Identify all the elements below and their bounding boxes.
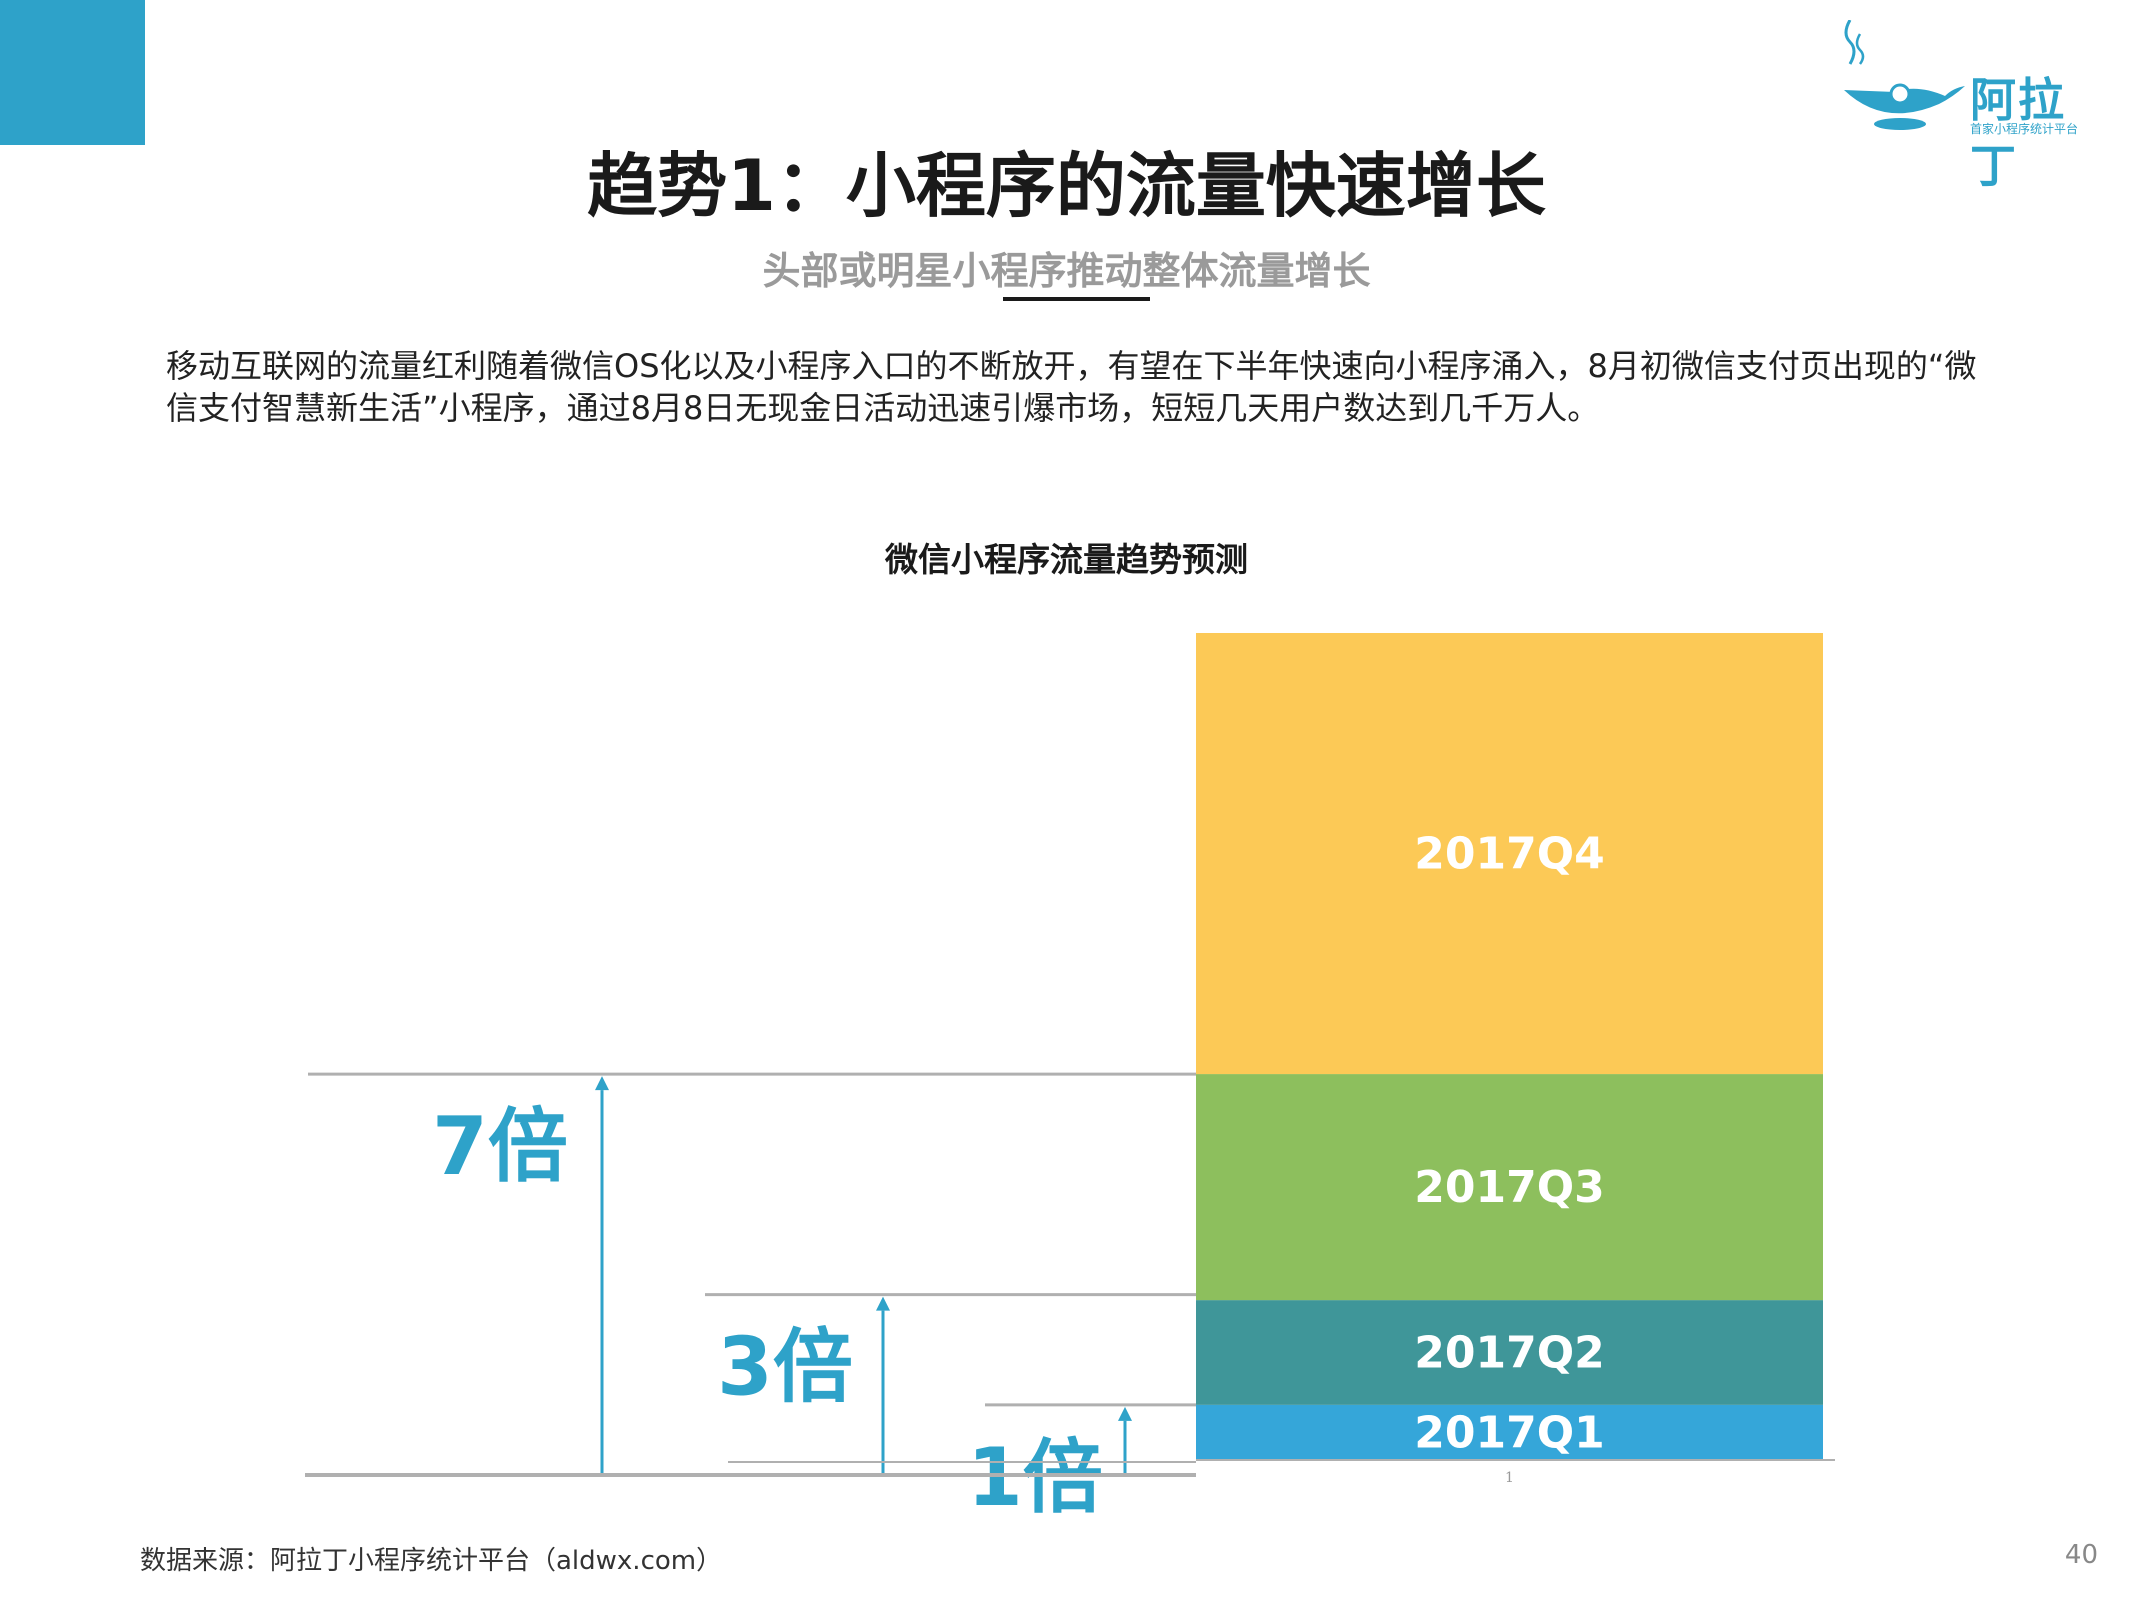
chart-title: 微信小程序流量趋势预测 xyxy=(885,540,1248,579)
logo-name: 阿拉丁 xyxy=(1970,73,2066,193)
bar-segment-2017q1 xyxy=(1196,1404,1823,1460)
subtitle-underline xyxy=(1003,297,1150,301)
multiplier-label-3x: 3倍 xyxy=(717,1321,853,1414)
segment-label-2017q1: 2017Q1 xyxy=(1414,1407,1604,1458)
aladdin-logo: 阿拉丁 首家小程序统计平台 xyxy=(1830,20,2110,193)
corner-accent-block xyxy=(0,0,145,145)
bar-segment-2017q2 xyxy=(1196,1300,1823,1405)
multiplier-label-1x: 1倍 xyxy=(967,1431,1103,1524)
page-title: 趋势1：小程序的流量快速增长 xyxy=(587,145,1546,227)
arrow-head-1x xyxy=(1118,1406,1132,1421)
bar-segment-2017q3 xyxy=(1196,1074,1823,1301)
multiplier-label-7x: 7倍 xyxy=(432,1100,568,1193)
logo-tagline: 首家小程序统计平台 xyxy=(1970,122,2079,136)
arrow-head-7x xyxy=(595,1076,609,1091)
bar-segment-2017q4 xyxy=(1196,633,1823,1075)
segment-label-2017q3: 2017Q3 xyxy=(1414,1162,1604,1213)
data-source: 数据来源：阿拉丁小程序统计平台（aldwx.com） xyxy=(140,1546,723,1576)
segment-label-2017q4: 2017Q4 xyxy=(1414,829,1604,880)
category-tick-label: 1 xyxy=(1505,1470,1514,1486)
arrow-head-3x xyxy=(876,1296,890,1311)
segment-label-2017q2: 2017Q2 xyxy=(1414,1327,1604,1378)
magic-lamp-icon xyxy=(1844,20,1965,130)
page-subtitle: 头部或明星小程序推动整体流量增长 xyxy=(762,249,1371,293)
page-number: 40 xyxy=(2064,1540,2098,1570)
body-paragraph: 移动互联网的流量红利随着微信OS化以及小程序入口的不断放开，有望在下半年快速向小… xyxy=(166,347,1977,427)
